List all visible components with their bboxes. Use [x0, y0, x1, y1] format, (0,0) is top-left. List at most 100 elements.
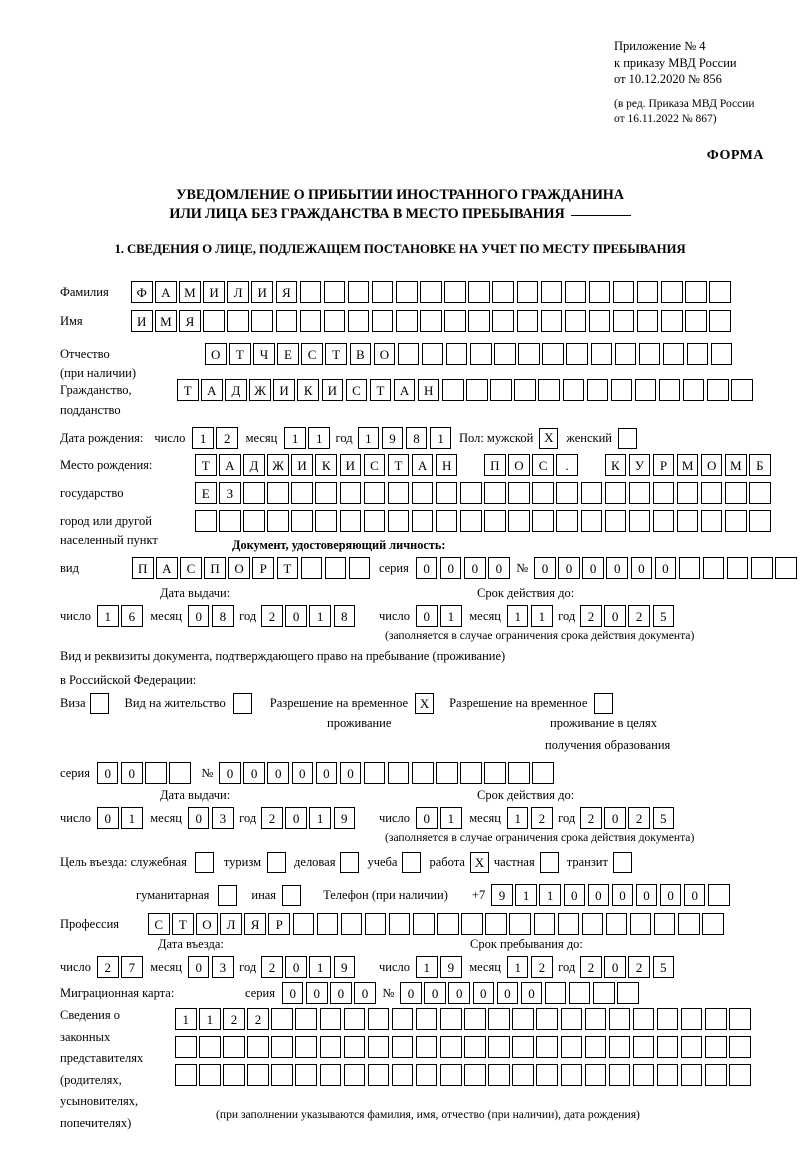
form-cell[interactable]: 2 — [580, 605, 602, 627]
form-cell[interactable]: 0 — [219, 762, 241, 784]
form-cell[interactable] — [485, 913, 507, 935]
form-cell[interactable] — [593, 982, 615, 1004]
form-cell[interactable]: 1 — [506, 956, 529, 978]
form-cell[interactable]: 0 — [520, 982, 543, 1004]
purpose-business-checkbox[interactable] — [340, 852, 360, 873]
form-cell[interactable] — [560, 1008, 582, 1030]
form-cell[interactable] — [391, 1008, 414, 1030]
form-cell[interactable] — [608, 1036, 631, 1058]
form-cell[interactable] — [413, 913, 435, 935]
form-cell[interactable]: 2 — [216, 427, 238, 449]
form-cell[interactable] — [363, 510, 386, 532]
form-cell[interactable] — [566, 343, 588, 365]
form-cell[interactable] — [339, 510, 362, 532]
form-cell[interactable] — [632, 1036, 655, 1058]
form-cell[interactable]: 2 — [628, 605, 650, 627]
form-cell[interactable]: 1 — [192, 427, 214, 449]
form-cell[interactable] — [518, 343, 540, 365]
form-cell[interactable] — [175, 1064, 197, 1086]
form-cell[interactable]: Т — [172, 913, 194, 935]
form-cell[interactable] — [488, 1008, 510, 1030]
form-cell[interactable]: С — [180, 557, 202, 579]
form-cell[interactable]: 5 — [652, 956, 675, 978]
form-cell[interactable] — [604, 482, 627, 504]
form-cell[interactable] — [267, 510, 289, 532]
form-cell[interactable]: 1 — [309, 807, 331, 829]
form-cell[interactable] — [299, 281, 322, 303]
form-cell[interactable]: 0 — [587, 884, 610, 906]
form-cell[interactable]: 9 — [491, 884, 513, 906]
form-cell[interactable] — [247, 1036, 269, 1058]
form-cell[interactable] — [397, 343, 420, 365]
form-cell[interactable] — [411, 482, 434, 504]
form-cell[interactable]: Т — [195, 454, 217, 476]
form-cell[interactable] — [612, 310, 635, 332]
form-cell[interactable] — [682, 379, 705, 401]
form-cell[interactable] — [299, 310, 322, 332]
sex-male-checkbox[interactable]: X — [539, 427, 559, 449]
form-cell[interactable] — [557, 913, 580, 935]
form-cell[interactable]: 0 — [630, 557, 653, 579]
form-cell[interactable] — [700, 510, 723, 532]
form-cell[interactable] — [492, 281, 514, 303]
form-cell[interactable]: О — [228, 557, 250, 579]
form-cell[interactable]: 0 — [187, 956, 210, 978]
form-cell[interactable] — [709, 310, 731, 332]
form-cell[interactable] — [391, 1036, 414, 1058]
form-cell[interactable] — [661, 281, 683, 303]
form-cell[interactable] — [584, 1008, 607, 1030]
form-cell[interactable] — [347, 310, 370, 332]
form-cell[interactable] — [705, 1036, 727, 1058]
form-cell[interactable]: 2 — [628, 807, 650, 829]
form-cell[interactable]: 0 — [635, 884, 658, 906]
form-cell[interactable] — [508, 482, 530, 504]
form-cell[interactable]: 1 — [357, 427, 380, 449]
form-cell[interactable]: Ж — [267, 454, 289, 476]
form-cell[interactable]: С — [363, 454, 386, 476]
form-cell[interactable]: А — [219, 454, 241, 476]
form-cell[interactable] — [605, 913, 628, 935]
form-cell[interactable] — [391, 1064, 414, 1086]
form-cell[interactable]: М — [676, 454, 699, 476]
form-cell[interactable] — [420, 310, 442, 332]
form-cell[interactable]: О — [196, 913, 218, 935]
form-cell[interactable]: 0 — [121, 762, 143, 784]
form-cell[interactable] — [580, 510, 602, 532]
form-cell[interactable]: 0 — [291, 762, 314, 784]
form-cell[interactable]: 1 — [199, 1008, 221, 1030]
form-cell[interactable] — [544, 982, 567, 1004]
form-cell[interactable]: 0 — [604, 807, 626, 829]
form-cell[interactable] — [492, 310, 514, 332]
form-cell[interactable]: 2 — [531, 956, 553, 978]
form-cell[interactable] — [415, 1008, 438, 1030]
form-cell[interactable] — [638, 343, 661, 365]
form-cell[interactable]: Ч — [253, 343, 275, 365]
form-cell[interactable] — [590, 343, 612, 365]
form-cell[interactable]: 0 — [496, 982, 519, 1004]
form-cell[interactable] — [223, 1064, 245, 1086]
form-cell[interactable]: Ж — [249, 379, 271, 401]
form-cell[interactable]: 0 — [448, 982, 470, 1004]
form-cell[interactable]: 2 — [261, 605, 283, 627]
form-cell[interactable] — [676, 510, 699, 532]
form-cell[interactable]: К — [315, 454, 337, 476]
form-cell[interactable] — [347, 281, 370, 303]
form-cell[interactable]: И — [273, 379, 295, 401]
form-cell[interactable] — [363, 762, 386, 784]
form-cell[interactable] — [435, 510, 458, 532]
form-cell[interactable] — [251, 310, 273, 332]
visa-checkbox[interactable] — [89, 693, 109, 714]
form-cell[interactable]: 2 — [580, 956, 602, 978]
form-cell[interactable]: О — [508, 454, 530, 476]
form-cell[interactable] — [396, 310, 418, 332]
form-cell[interactable]: 2 — [531, 807, 553, 829]
form-cell[interactable] — [568, 982, 591, 1004]
form-cell[interactable]: С — [532, 454, 554, 476]
form-cell[interactable] — [604, 510, 627, 532]
form-cell[interactable] — [388, 913, 411, 935]
